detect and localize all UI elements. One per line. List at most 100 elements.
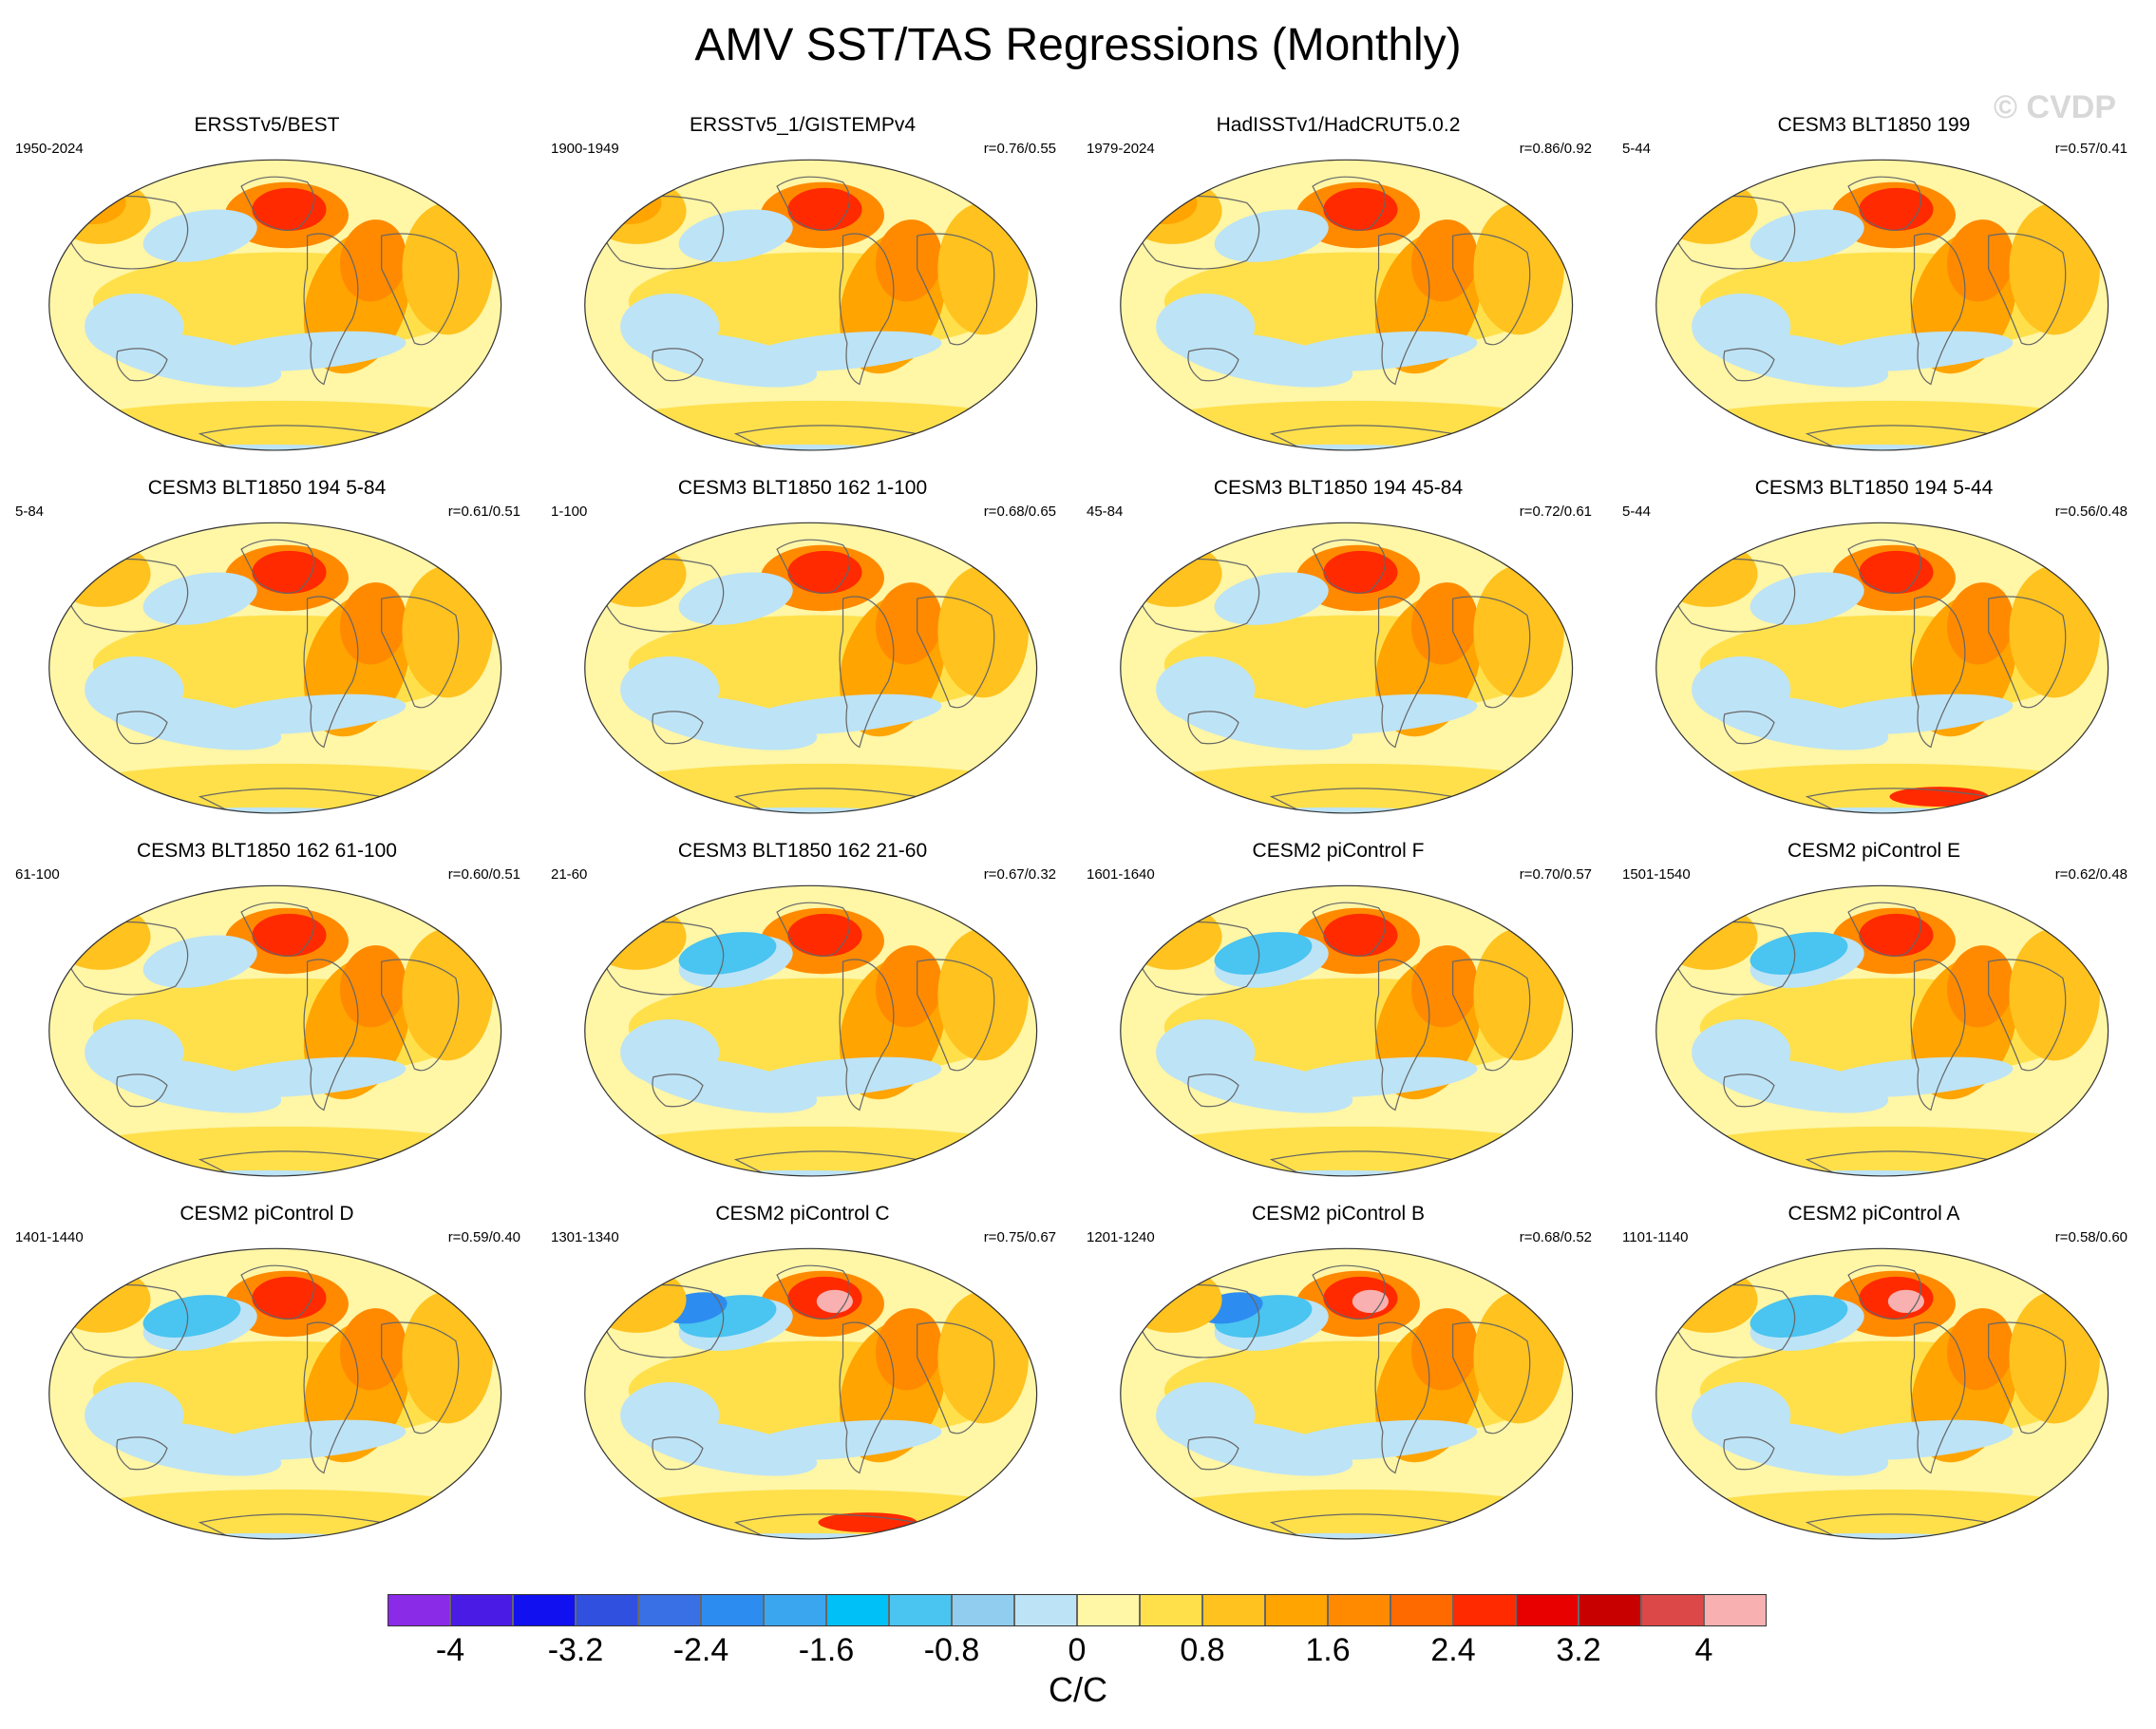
field-patch bbox=[678, 932, 777, 975]
panel-correlation: r=0.61/0.51 bbox=[447, 504, 520, 520]
field-patch bbox=[620, 1381, 720, 1449]
map-border bbox=[1655, 522, 2109, 814]
field-patch bbox=[1658, 178, 1758, 244]
coastline bbox=[1312, 539, 1387, 594]
map-panel: CESM2 piControl C 1301-1340 r=0.75/0.67 bbox=[536, 1201, 1069, 1562]
coastline bbox=[381, 959, 460, 1072]
field-patch bbox=[787, 187, 862, 231]
coastline bbox=[240, 902, 315, 957]
coastline bbox=[1723, 1436, 1775, 1471]
panel-correlation: r=0.68/0.65 bbox=[983, 504, 1056, 520]
field-patch bbox=[620, 807, 984, 813]
coastline bbox=[1187, 1436, 1239, 1471]
field-patch bbox=[1156, 293, 1256, 360]
colorbar-tick-label: 2.4 bbox=[1430, 1632, 1476, 1668]
field-patch bbox=[937, 928, 1029, 1061]
colorbar-swatch bbox=[450, 1594, 513, 1626]
coastline bbox=[776, 902, 851, 957]
panel-title: CESM3 BLT1850 194 45-84 bbox=[1213, 477, 1464, 499]
map-panel: HadISSTv1/HadCRUT5.0.2 1979-2024 r=0.86/0.… bbox=[1071, 112, 1605, 473]
map-field bbox=[48, 1248, 501, 1539]
colorbar-swatch bbox=[1014, 1594, 1077, 1626]
field-patch bbox=[1323, 550, 1398, 594]
map-canvas bbox=[1655, 522, 2109, 814]
map-canvas bbox=[584, 884, 1038, 1177]
field-patch bbox=[587, 541, 687, 607]
coastline bbox=[1312, 902, 1387, 957]
field-patch bbox=[85, 1018, 184, 1086]
map-canvas bbox=[48, 522, 502, 814]
field-patch bbox=[937, 202, 1029, 335]
panel-period: 1-100 bbox=[551, 504, 588, 520]
field-patch bbox=[1214, 932, 1313, 975]
coastline bbox=[1374, 596, 1430, 749]
colorbar-swatch bbox=[1704, 1594, 1767, 1626]
field-patch bbox=[252, 913, 327, 957]
coastline bbox=[1847, 176, 1922, 231]
field-patch bbox=[818, 1512, 917, 1533]
coastline bbox=[1374, 233, 1430, 386]
field-patch bbox=[1692, 293, 1791, 360]
colorbar-swatch bbox=[1453, 1594, 1516, 1626]
map-field bbox=[48, 160, 501, 450]
field-patch bbox=[1859, 550, 1934, 594]
field-patch bbox=[787, 913, 862, 957]
field-patch bbox=[142, 209, 257, 262]
coastline bbox=[116, 711, 168, 745]
map-canvas bbox=[1120, 1247, 1574, 1540]
coastline bbox=[1847, 539, 1922, 594]
field-patch bbox=[1123, 903, 1222, 970]
field-patch bbox=[2009, 928, 2100, 1061]
field-patch bbox=[1859, 913, 1934, 957]
colorbar-tick-label: -0.8 bbox=[923, 1632, 980, 1668]
map-border bbox=[1655, 159, 2109, 451]
panel-period: 1401-1440 bbox=[15, 1229, 84, 1245]
panel-period: 61-100 bbox=[15, 866, 60, 883]
field-patch bbox=[1658, 1266, 1758, 1333]
coastline bbox=[917, 596, 995, 709]
field-patch bbox=[1123, 178, 1222, 244]
coastline bbox=[116, 348, 168, 382]
field-patch bbox=[744, 331, 942, 371]
field-patch bbox=[787, 550, 862, 594]
coastline bbox=[1988, 959, 2067, 1072]
field-patch bbox=[678, 572, 793, 625]
coastline bbox=[652, 711, 704, 745]
coastline bbox=[1187, 348, 1239, 382]
map-field bbox=[584, 160, 1037, 450]
field-patch bbox=[875, 945, 943, 1028]
coastline bbox=[1452, 233, 1531, 346]
coastline bbox=[1847, 1264, 1922, 1320]
panel-correlation: r=0.72/0.61 bbox=[1519, 504, 1592, 520]
map-border bbox=[1120, 884, 1574, 1177]
coastline bbox=[1136, 195, 1260, 270]
panel-period: 5-44 bbox=[1622, 141, 1652, 157]
field-patch bbox=[1887, 1289, 1924, 1314]
coastline bbox=[1136, 921, 1260, 996]
field-patch bbox=[1692, 656, 1791, 723]
field-patch bbox=[85, 293, 184, 360]
panel-correlation: r=0.57/0.41 bbox=[2054, 141, 2128, 157]
field-patch bbox=[1946, 1308, 2014, 1391]
colorbar-tick-label: 0.8 bbox=[1180, 1632, 1225, 1668]
map-border bbox=[584, 1247, 1038, 1540]
colorbar-swatch bbox=[1077, 1594, 1140, 1626]
field-patch bbox=[1352, 1289, 1389, 1314]
field-patch bbox=[1279, 1419, 1478, 1460]
panel-period: 1601-1640 bbox=[1087, 866, 1155, 883]
colorbar-tick-label: 4 bbox=[1694, 1632, 1713, 1668]
map-border bbox=[1120, 1247, 1574, 1540]
panel-correlation: r=0.86/0.92 bbox=[1519, 141, 1592, 157]
coastline bbox=[1910, 1321, 1966, 1474]
map-border bbox=[1655, 884, 2109, 1177]
field-patch bbox=[1323, 187, 1398, 231]
panel-correlation: r=0.75/0.67 bbox=[983, 1229, 1056, 1245]
field-patch bbox=[1279, 331, 1478, 371]
field-patch bbox=[620, 293, 720, 360]
panel-title: CESM2 piControl A bbox=[1787, 1203, 1960, 1225]
coastline bbox=[65, 558, 189, 633]
panel-title: CESM3 BLT1850 162 1-100 bbox=[677, 477, 928, 499]
field-patch bbox=[1473, 1291, 1564, 1424]
colorbar bbox=[388, 1594, 1767, 1626]
panel-title: CESM2 piControl C bbox=[715, 1203, 890, 1225]
